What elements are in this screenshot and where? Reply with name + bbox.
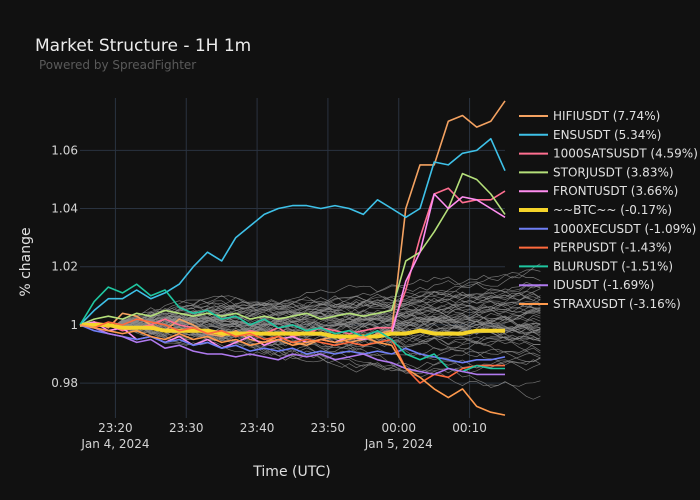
background-series-line: [115, 276, 541, 326]
background-series-line: [115, 299, 541, 339]
chart-title: Market Structure - 1H 1m: [35, 36, 251, 56]
y-tick-label: 1.02: [51, 260, 78, 274]
legend-item[interactable]: PERPUSDT (-1.43%): [519, 241, 672, 255]
series-line: [79, 172, 506, 326]
legend-item[interactable]: FRONTUSDT (3.66%): [519, 184, 678, 198]
background-series-line: [115, 310, 541, 359]
series-line: [79, 324, 505, 376]
legend-item[interactable]: ~~BTC~~ (-0.17%): [519, 203, 672, 217]
x-tick-date-label: Jan 4, 2024: [80, 437, 149, 451]
x-axis-title: Time (UTC): [252, 464, 330, 480]
legend-label: STORJUSDT (3.83%): [553, 165, 674, 179]
legend-item[interactable]: ENSUSDT (5.34%): [519, 128, 661, 142]
chart-subtitle: Powered by SpreadFighter: [39, 58, 196, 72]
y-tick-label: 1.06: [51, 143, 78, 157]
legend-label: STRAXUSDT (-3.16%): [553, 297, 681, 311]
legend-item[interactable]: STRAXUSDT (-3.16%): [519, 297, 681, 311]
background-series-line: [115, 285, 541, 329]
legend-label: HIFIUSDT (7.74%): [553, 109, 660, 123]
legend-label: PERPUSDT (-1.43%): [553, 241, 672, 255]
series-line: [79, 283, 505, 373]
legend-label: ~~BTC~~ (-0.17%): [553, 203, 672, 217]
x-tick-date-label: Jan 5, 2024: [364, 437, 433, 451]
background-series-line: [115, 297, 541, 330]
background-series-line: [115, 295, 541, 326]
legend-item[interactable]: STORJUSDT (3.83%): [519, 165, 674, 179]
y-tick-label: 1: [70, 318, 78, 332]
x-tick-label: 00:00: [381, 421, 416, 435]
x-axis-ticks: 23:20 Jan 4, 2024 23:30 23:40 23:50 00:00 Jan …: [80, 421, 487, 451]
legend-item[interactable]: 1000SATSUSDT (4.59%): [519, 147, 698, 161]
y-axis-ticks: 0.98 1 1.02 1.04 1.06: [51, 143, 78, 390]
legend-item[interactable]: HIFIUSDT (7.74%): [519, 109, 660, 123]
x-tick-label: 23:30: [169, 421, 204, 435]
legend-label: 1000XECUSDT (-1.09%): [553, 222, 696, 236]
x-tick-label: 23:40: [240, 421, 275, 435]
legend-item[interactable]: BLURUSDT (-1.51%): [519, 259, 673, 273]
legend-label: ENSUSDT (5.34%): [553, 128, 661, 142]
background-series-line: [115, 295, 541, 326]
x-tick-label: 00:10: [452, 421, 487, 435]
background-series-line: [115, 312, 541, 361]
y-tick-label: 0.98: [51, 376, 78, 390]
background-series-line: [115, 299, 541, 330]
legend-label: IDUSDT (-1.69%): [553, 278, 654, 292]
series-line: [79, 137, 506, 326]
x-tick-label: 23:50: [311, 421, 346, 435]
series-line: [79, 324, 506, 416]
legend-label: FRONTUSDT (3.66%): [553, 184, 678, 198]
legend-label: BLURUSDT (-1.51%): [553, 259, 673, 273]
legend: HIFIUSDT (7.74%) ENSUSDT (5.34%) 1000SATSU…: [519, 109, 698, 311]
x-tick-label: 23:20: [98, 421, 133, 435]
background-series-line: [115, 316, 541, 352]
background-series-line: [115, 288, 541, 327]
y-tick-label: 1.04: [51, 202, 78, 216]
background-series-line: [115, 269, 541, 329]
legend-label: 1000SATSUSDT (4.59%): [553, 147, 698, 161]
series-line: [80, 322, 505, 339]
y-axis-title: % change: [18, 227, 34, 296]
legend-item[interactable]: 1000XECUSDT (-1.09%): [519, 222, 696, 236]
highlight-series-group: [79, 100, 506, 416]
legend-item[interactable]: IDUSDT (-1.69%): [519, 278, 654, 292]
